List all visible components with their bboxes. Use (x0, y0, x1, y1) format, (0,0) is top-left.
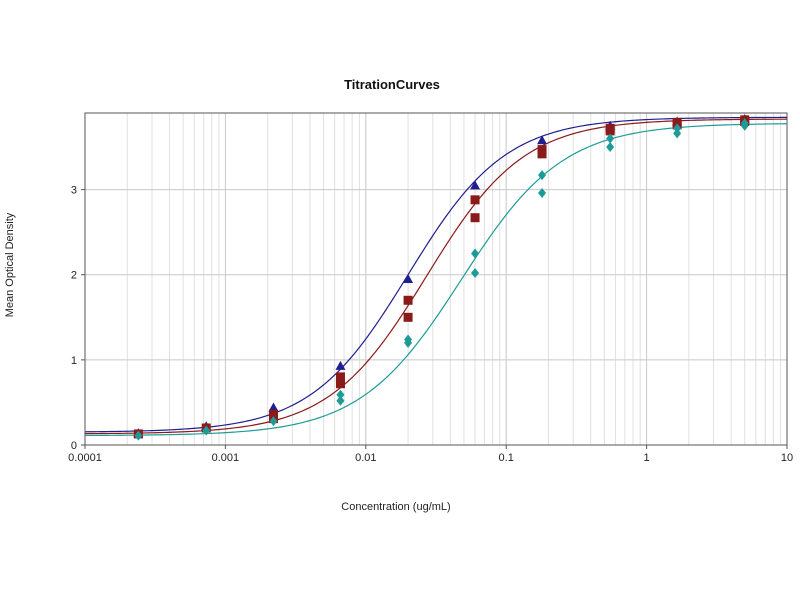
x-tick-label: 0.01 (355, 452, 376, 464)
data-point-square (335, 379, 345, 389)
x-tick-label: 0.0001 (68, 452, 102, 464)
x-tick-label: 0.001 (212, 452, 240, 464)
data-point-square (470, 213, 480, 223)
data-points (133, 113, 750, 441)
x-axis-ticks: 0.0001 0.001 0.01 0.1 1 10 (68, 445, 793, 464)
data-point-diamond (606, 133, 615, 144)
data-point-square (403, 295, 413, 305)
data-point-diamond (134, 430, 143, 441)
data-point-diamond (471, 268, 480, 279)
x-tick-label: 1 (644, 452, 650, 464)
data-point-square (537, 149, 547, 159)
grid-lines (84, 113, 788, 446)
x-axis-label: Concentration (ug/mL) (341, 501, 450, 513)
y-axis-ticks: 0 1 2 3 (71, 185, 85, 452)
data-point-diamond (269, 416, 278, 427)
x-tick-label: 10 (781, 452, 793, 464)
data-point-square (605, 126, 615, 136)
data-point-diamond (673, 128, 682, 139)
fitted-curves (84, 116, 788, 437)
data-point-diamond (606, 142, 615, 153)
chart-title: TitrationCurves (344, 77, 440, 92)
data-point-triangle (537, 135, 548, 145)
data-point-triangle (470, 180, 481, 190)
data-point-diamond (673, 123, 682, 134)
series-curve (84, 123, 788, 437)
y-tick-label: 1 (71, 355, 77, 367)
plot-frame (84, 112, 788, 446)
data-point-square (335, 372, 345, 382)
data-point-triangle (403, 274, 414, 283)
data-point-diamond (336, 389, 345, 400)
y-tick-label: 3 (71, 185, 77, 197)
data-point-diamond (538, 170, 547, 181)
data-point-triangle (335, 360, 346, 370)
data-point-diamond (202, 425, 211, 436)
data-point-triangle (268, 402, 279, 412)
data-point-square (403, 312, 413, 322)
series-curve (84, 118, 788, 435)
y-tick-label: 2 (71, 270, 77, 282)
data-point-diamond (404, 337, 413, 348)
data-point-square (470, 195, 480, 205)
x-tick-label: 0.1 (499, 452, 514, 464)
data-point-diamond (740, 120, 749, 131)
data-point-diamond (471, 248, 480, 259)
data-point-diamond (336, 395, 345, 406)
y-axis-label: Mean Optical Density (4, 212, 16, 317)
y-tick-label: 0 (71, 440, 77, 452)
data-point-diamond (538, 188, 547, 199)
